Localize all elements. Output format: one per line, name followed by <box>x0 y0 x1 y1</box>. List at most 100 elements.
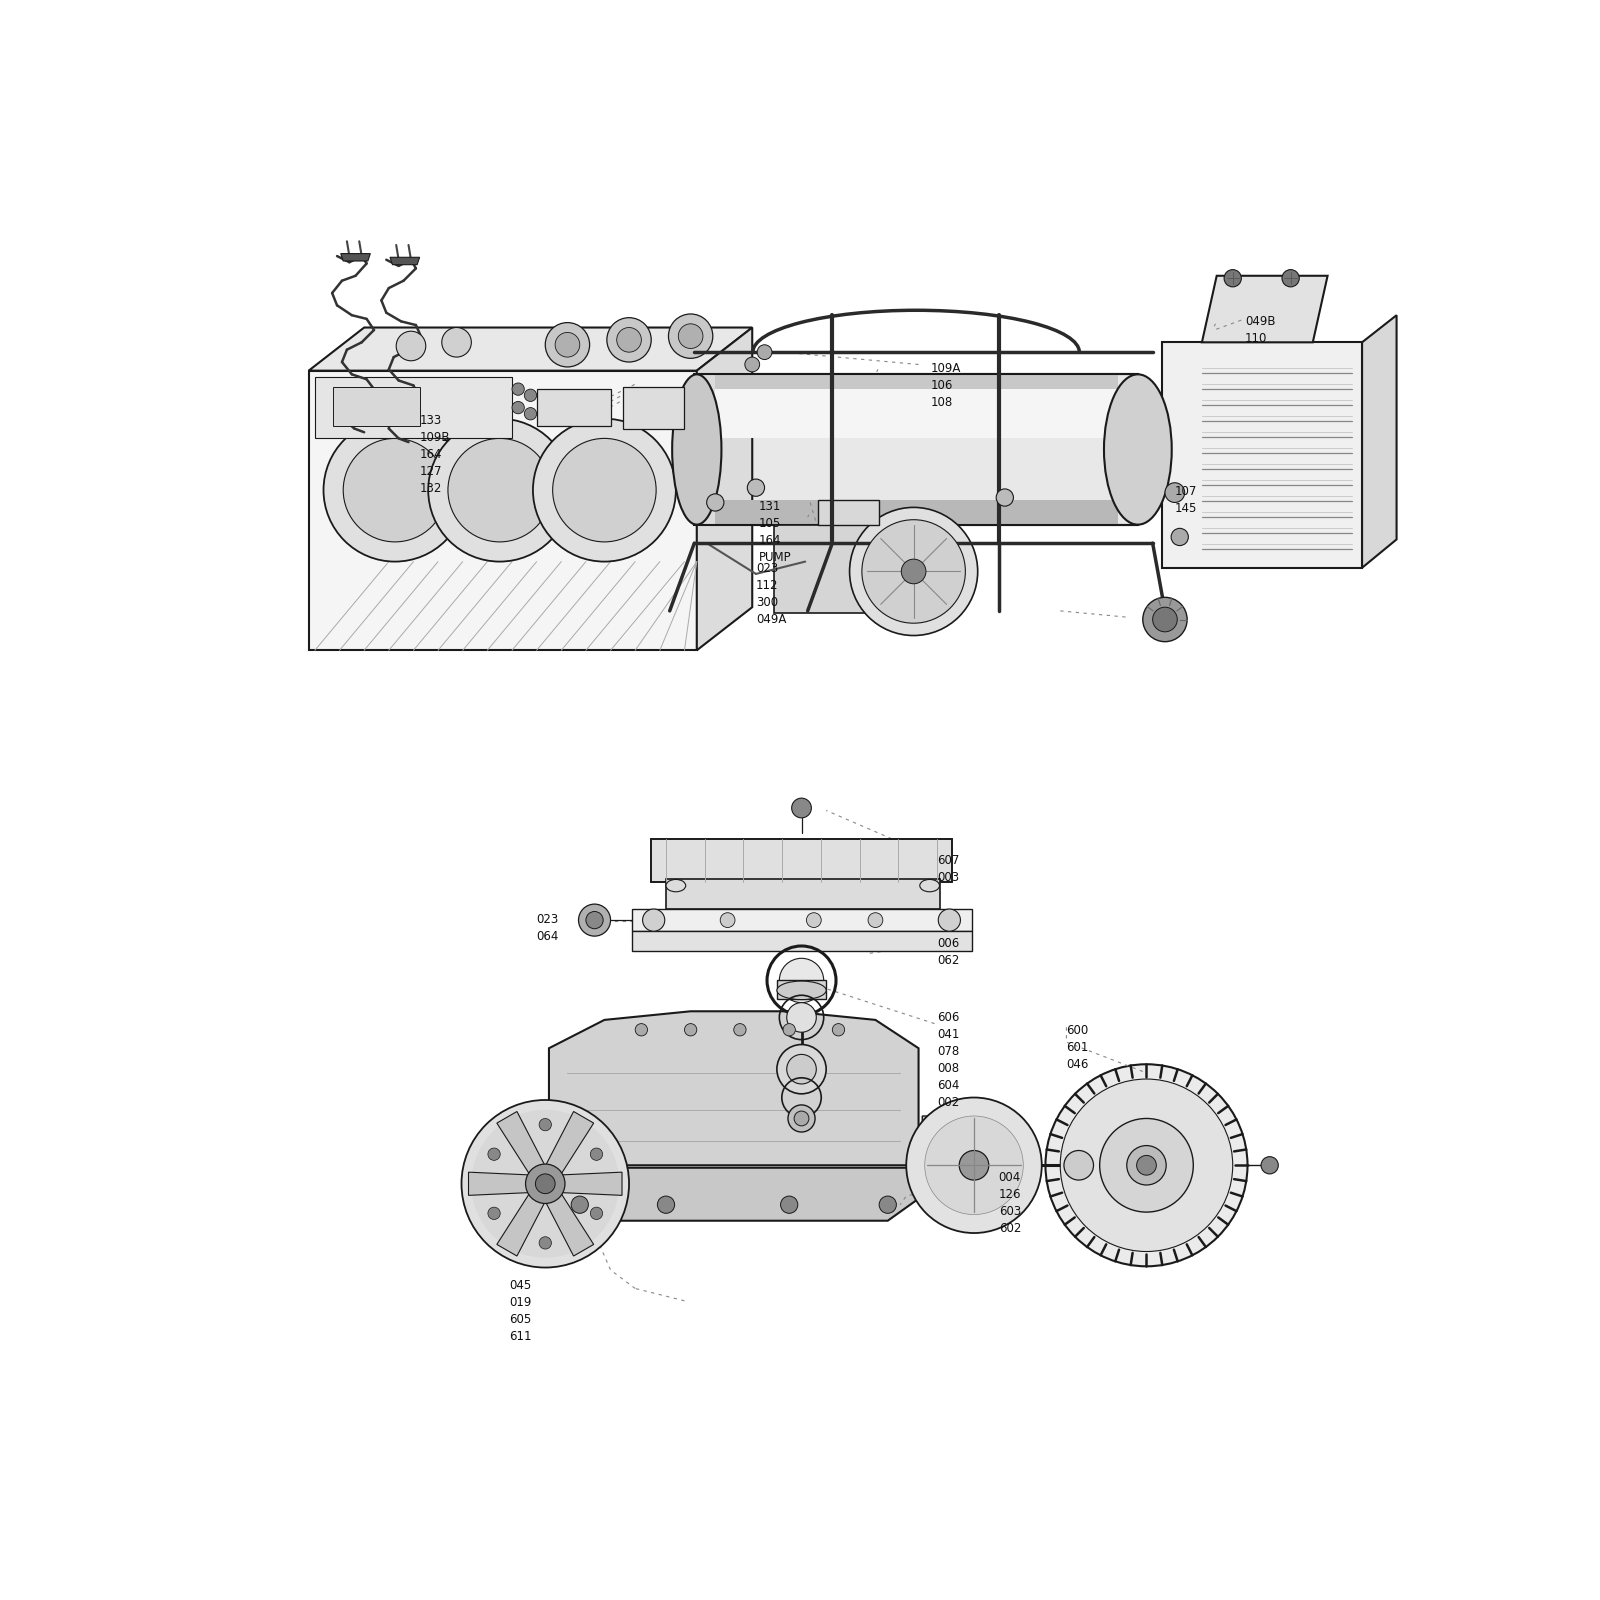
Circle shape <box>525 389 536 402</box>
Circle shape <box>757 344 771 360</box>
Circle shape <box>782 1024 795 1035</box>
Circle shape <box>512 402 525 414</box>
Circle shape <box>397 331 426 360</box>
Circle shape <box>461 1099 629 1267</box>
Ellipse shape <box>778 981 826 1000</box>
Circle shape <box>707 494 723 510</box>
Circle shape <box>997 490 1013 506</box>
Circle shape <box>850 507 978 635</box>
Text: 045
019
605
611: 045 019 605 611 <box>509 1278 533 1342</box>
Polygon shape <box>632 909 971 931</box>
Polygon shape <box>922 1117 997 1208</box>
Circle shape <box>1171 528 1189 546</box>
Polygon shape <box>1202 275 1328 342</box>
Circle shape <box>606 318 651 362</box>
Polygon shape <box>562 1173 622 1195</box>
Circle shape <box>1152 606 1178 632</box>
Circle shape <box>488 1206 501 1219</box>
Polygon shape <box>694 374 1138 525</box>
Circle shape <box>472 1110 619 1258</box>
Circle shape <box>1064 1150 1093 1181</box>
Polygon shape <box>1163 342 1362 568</box>
Text: 004
126
603
602: 004 126 603 602 <box>998 1171 1021 1235</box>
Circle shape <box>747 478 765 496</box>
Circle shape <box>734 1024 746 1035</box>
Circle shape <box>579 904 611 936</box>
Circle shape <box>1126 1146 1166 1186</box>
Polygon shape <box>390 258 419 264</box>
Circle shape <box>869 912 883 928</box>
Circle shape <box>960 1150 989 1181</box>
Circle shape <box>1165 483 1184 502</box>
Polygon shape <box>1362 315 1397 568</box>
Text: 600
601
046: 600 601 046 <box>1067 1024 1088 1070</box>
Polygon shape <box>469 1173 530 1195</box>
Polygon shape <box>546 1168 922 1221</box>
Polygon shape <box>546 1194 594 1256</box>
Bar <box>622 387 685 429</box>
Circle shape <box>539 1237 552 1250</box>
Ellipse shape <box>672 374 722 525</box>
Polygon shape <box>632 931 971 950</box>
Polygon shape <box>698 328 752 650</box>
Polygon shape <box>778 981 826 998</box>
Circle shape <box>442 328 472 357</box>
Polygon shape <box>333 387 419 426</box>
Polygon shape <box>341 254 370 261</box>
Polygon shape <box>818 499 878 525</box>
Circle shape <box>616 328 642 352</box>
Circle shape <box>746 357 760 371</box>
Circle shape <box>901 558 926 584</box>
Circle shape <box>1061 1078 1232 1251</box>
Circle shape <box>781 1197 798 1213</box>
Circle shape <box>635 1024 648 1035</box>
Circle shape <box>546 323 590 366</box>
Bar <box>536 389 611 426</box>
Polygon shape <box>715 374 1118 389</box>
Text: 109A
106
108: 109A 106 108 <box>931 362 962 410</box>
Circle shape <box>658 1197 675 1213</box>
Ellipse shape <box>920 880 939 891</box>
Text: 023
064: 023 064 <box>536 912 558 942</box>
Circle shape <box>1136 1155 1157 1174</box>
Circle shape <box>669 314 714 358</box>
Circle shape <box>571 1197 589 1213</box>
Circle shape <box>323 419 467 562</box>
Circle shape <box>778 1045 826 1094</box>
Circle shape <box>832 1024 845 1035</box>
Circle shape <box>906 1098 1042 1234</box>
Circle shape <box>794 1110 810 1126</box>
Polygon shape <box>774 525 914 613</box>
Circle shape <box>779 958 824 1003</box>
Circle shape <box>512 382 525 395</box>
Text: 607
003: 607 003 <box>938 853 960 883</box>
Polygon shape <box>715 389 1118 438</box>
Text: 049B
110: 049B 110 <box>1245 315 1275 346</box>
Polygon shape <box>498 1112 546 1174</box>
Polygon shape <box>715 499 1118 525</box>
Text: 606
041
078
008
604
002: 606 041 078 008 604 002 <box>938 1011 960 1109</box>
Circle shape <box>1045 1064 1248 1266</box>
Circle shape <box>787 1003 816 1032</box>
Text: 133
109B
164
127
132: 133 109B 164 127 132 <box>419 414 450 494</box>
Circle shape <box>806 912 821 928</box>
Text: 107
145: 107 145 <box>1174 485 1197 515</box>
Circle shape <box>586 912 603 928</box>
Circle shape <box>787 1054 816 1083</box>
Circle shape <box>1142 597 1187 642</box>
Circle shape <box>685 1024 698 1035</box>
Circle shape <box>1099 1118 1194 1213</box>
Polygon shape <box>546 1112 594 1174</box>
Circle shape <box>938 909 960 931</box>
Circle shape <box>643 909 664 931</box>
Circle shape <box>429 419 571 562</box>
Polygon shape <box>549 1011 918 1165</box>
Text: 006
062: 006 062 <box>938 938 960 968</box>
Polygon shape <box>666 880 939 909</box>
Circle shape <box>533 419 675 562</box>
Circle shape <box>720 912 734 928</box>
Circle shape <box>1261 1157 1278 1174</box>
Polygon shape <box>498 1194 546 1256</box>
Circle shape <box>536 1174 555 1194</box>
Circle shape <box>539 1118 552 1131</box>
